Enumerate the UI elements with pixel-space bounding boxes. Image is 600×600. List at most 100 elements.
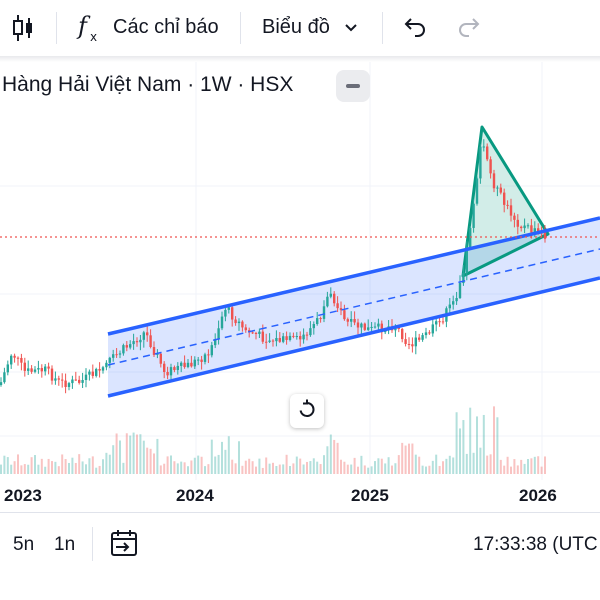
volume-bar xyxy=(68,462,70,474)
candle-body xyxy=(506,204,509,206)
volume-bar xyxy=(442,461,444,474)
candle-body xyxy=(346,319,349,322)
volume-bar xyxy=(326,446,329,474)
candle-body xyxy=(435,321,438,325)
candle-body xyxy=(520,226,523,229)
candle-body xyxy=(61,379,64,381)
candle-body xyxy=(101,367,105,371)
volume-bar xyxy=(71,457,74,474)
reset-chart-button[interactable] xyxy=(290,394,324,428)
candle-body xyxy=(465,246,468,273)
candle-body xyxy=(370,326,373,328)
date-range-icon[interactable] xyxy=(110,529,138,562)
range-5y-button[interactable]: 5n xyxy=(13,534,35,555)
volume-bar xyxy=(489,454,492,474)
volume-bar xyxy=(173,461,176,474)
candle-body xyxy=(329,293,332,297)
candle-body xyxy=(268,340,271,342)
candle-body xyxy=(265,341,268,343)
volume-bar xyxy=(414,454,417,474)
candle-body xyxy=(197,359,200,361)
candle-body xyxy=(441,321,445,323)
candle-body xyxy=(231,307,234,320)
fx-icon[interactable]: f x xyxy=(76,12,104,49)
volume-bar xyxy=(40,458,43,474)
volume-bar xyxy=(520,459,523,474)
volume-bar xyxy=(448,455,451,474)
volume-bar xyxy=(462,420,465,474)
candle-body xyxy=(360,323,363,328)
candle-body xyxy=(482,146,485,148)
candle-body xyxy=(159,353,162,364)
volume-bar xyxy=(306,461,308,474)
volume-bar xyxy=(367,467,370,474)
triangle-pattern xyxy=(461,125,550,278)
channel-upper-line xyxy=(107,216,600,336)
volume-bar xyxy=(132,432,135,474)
indicators-button[interactable]: Các chỉ báo xyxy=(113,16,219,39)
price-chart[interactable] xyxy=(0,62,600,512)
volume-bar xyxy=(333,439,336,474)
undo-icon[interactable] xyxy=(403,16,427,43)
svg-text:f: f xyxy=(76,12,91,40)
candle-body xyxy=(523,225,526,229)
volume-bar xyxy=(465,453,468,474)
candle-body xyxy=(530,225,533,233)
collapse-legend-button[interactable] xyxy=(336,70,370,102)
clock-time[interactable]: 17:33:38 (UTC xyxy=(473,534,598,555)
candle-body xyxy=(472,203,475,228)
volume-bar xyxy=(20,465,23,474)
volume-bar xyxy=(496,417,499,474)
volume-bar xyxy=(503,465,506,474)
candle-body xyxy=(3,372,6,383)
channel-lower-line xyxy=(107,276,600,398)
candle-body xyxy=(139,339,142,343)
candle-body xyxy=(282,336,285,342)
candle-body xyxy=(71,379,74,384)
volume-bar xyxy=(387,457,390,474)
volume-bar xyxy=(108,454,111,474)
x-tick-2024: 2024 xyxy=(176,486,214,505)
volume-bar xyxy=(479,447,482,474)
volume-bar xyxy=(23,464,26,474)
candle-body xyxy=(122,345,125,354)
candle-body xyxy=(418,337,421,340)
candle-body xyxy=(108,357,111,363)
volume-bar xyxy=(299,458,302,474)
volume-bar xyxy=(170,455,172,474)
candle-body xyxy=(118,353,122,355)
redo-icon[interactable] xyxy=(457,16,481,43)
candle-body xyxy=(312,324,315,329)
candle-body xyxy=(91,371,94,376)
volume-bar xyxy=(0,464,2,474)
chart-type-button[interactable]: Biểu đồ xyxy=(262,16,358,39)
candle-body xyxy=(40,368,43,372)
volume-bar xyxy=(204,466,206,474)
range-1y-button[interactable]: 1n xyxy=(54,534,76,555)
candle-body xyxy=(152,347,156,355)
candle-body xyxy=(142,332,145,340)
volume-bar xyxy=(10,464,13,474)
candle-body xyxy=(37,368,40,370)
chart-title[interactable]: Hàng Hải Việt Nam · 1W · HSX xyxy=(2,73,294,96)
volume-bar xyxy=(363,465,366,474)
candle-body xyxy=(271,340,275,342)
candle-body xyxy=(220,316,224,329)
candle-body xyxy=(203,354,207,362)
volume-bar xyxy=(268,463,271,474)
volume-bar xyxy=(428,465,431,474)
candle-body xyxy=(339,308,343,311)
candle-body xyxy=(537,228,540,233)
candle-body xyxy=(336,303,339,309)
chart-pane[interactable] xyxy=(0,62,600,512)
candlestick-icon[interactable] xyxy=(12,14,34,47)
svg-text:x: x xyxy=(90,30,97,44)
volume-bar xyxy=(312,458,315,474)
candle-body xyxy=(244,327,247,331)
volume-bar xyxy=(122,462,125,474)
candle-body xyxy=(47,366,50,369)
candle-body xyxy=(251,332,254,334)
volume-bar xyxy=(431,460,434,474)
candle-body xyxy=(492,173,496,189)
volume-bar xyxy=(119,440,121,474)
